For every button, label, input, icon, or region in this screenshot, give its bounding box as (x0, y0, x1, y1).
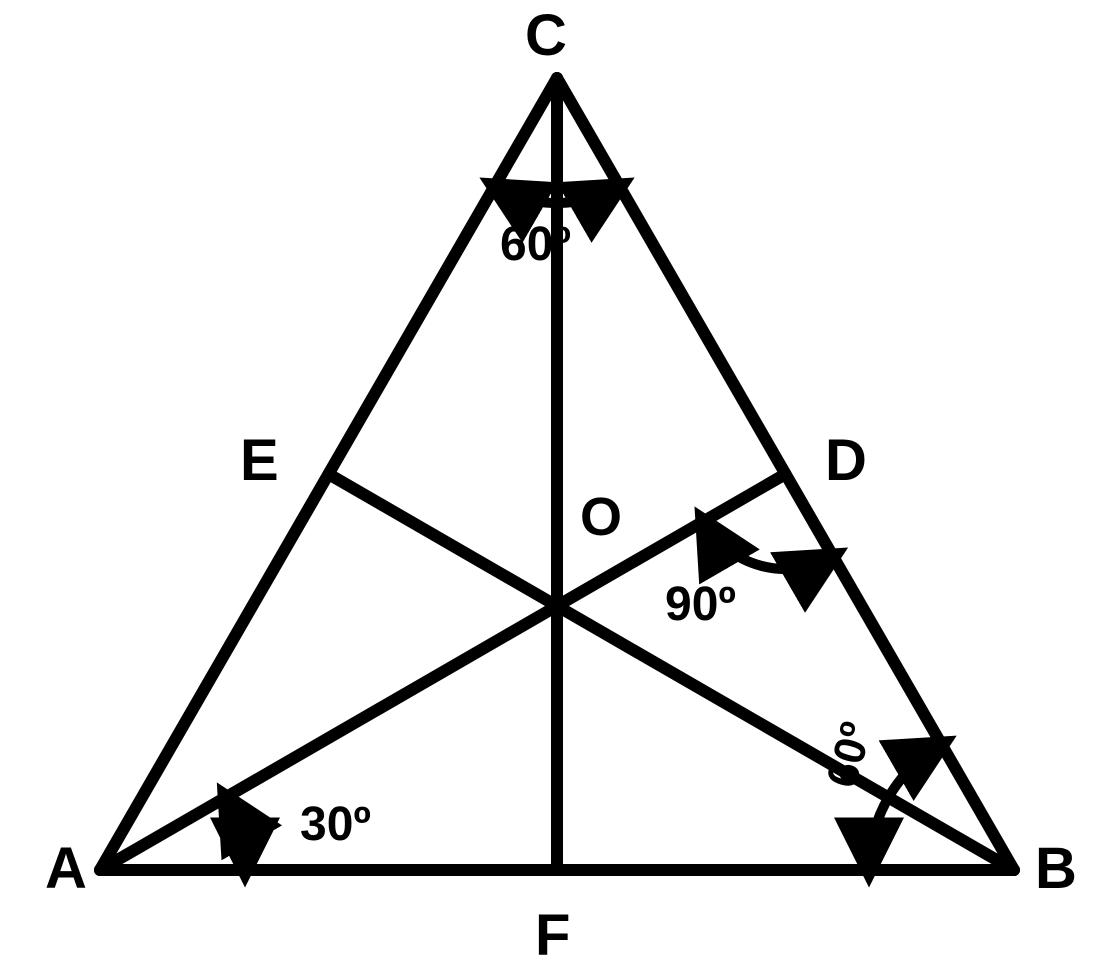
point-label-F: F (535, 903, 570, 968)
point-label-B: B (1035, 836, 1077, 901)
point-label-C: C (525, 3, 567, 68)
point-label-A: A (45, 836, 87, 901)
triangle-edges (100, 78, 1014, 870)
angle-label-bottom_A: 30º (300, 798, 371, 851)
point-label-O: O (580, 487, 622, 547)
angle-arc-bottom_A (226, 797, 245, 870)
angle-label-top_C: 60º (500, 218, 571, 271)
point-label-E: E (240, 428, 279, 493)
triangle-diagram: ABCDEFO 60º90º30º60º (0, 0, 1114, 980)
point-label-D: D (825, 428, 867, 493)
angle-label-mid_D: 90º (665, 578, 736, 631)
